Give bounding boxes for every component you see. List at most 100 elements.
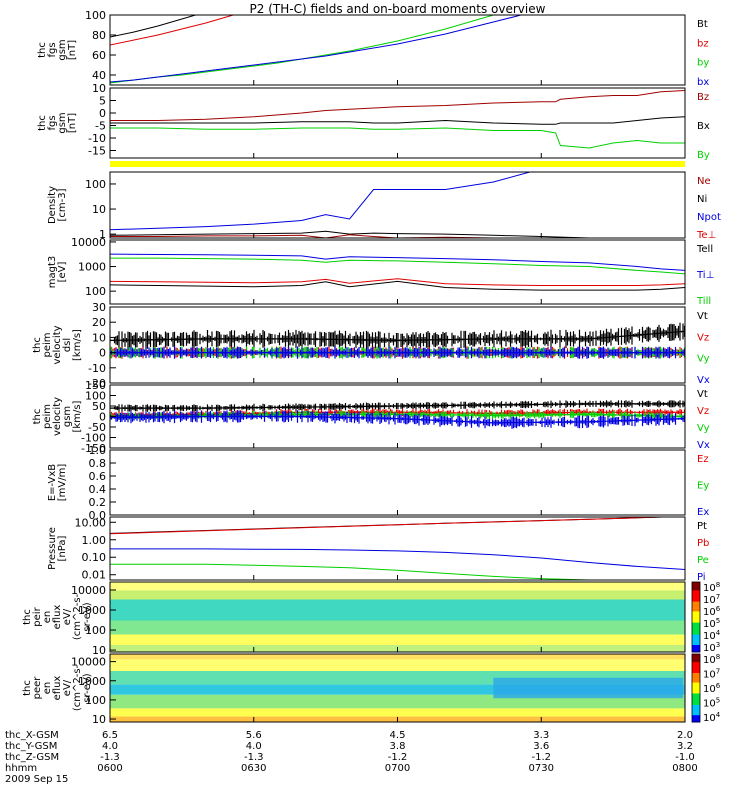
y-axis-label: fgs xyxy=(47,42,58,57)
y-axis-label: gsm xyxy=(57,39,68,60)
series-line-Npot xyxy=(110,172,532,231)
colorbar-segment xyxy=(692,622,700,635)
y-tick-label: 0.01 xyxy=(82,569,107,582)
y-axis-label: en xyxy=(42,682,53,695)
series-line-by xyxy=(110,15,495,84)
y-axis-label: [nT] xyxy=(67,113,78,133)
panel-10: 10000 1000 100 10 thc peer en eflux eV/(cm^2-s-s… xyxy=(22,653,686,726)
y-axis-label: eflux xyxy=(52,605,63,630)
y-tick-label: 100 xyxy=(85,624,106,637)
y-axis-label: E=-VxB xyxy=(47,464,58,501)
x-tick-label: 4.0 xyxy=(246,741,262,752)
series-line-bz xyxy=(110,15,235,46)
series-line-Tell xyxy=(110,280,685,291)
series-line-Ti⊥ xyxy=(110,253,685,271)
x-tick-label: 0800 xyxy=(672,763,697,774)
series-line-Bx xyxy=(110,116,685,125)
y-tick-label: 0.2 xyxy=(89,496,107,509)
y-axis-label: fgs xyxy=(47,115,58,130)
x-tick-label: 0730 xyxy=(529,763,554,774)
panel-3: 100 10 1 Density [cm-3] Ne Ni Npot Te⊥ xyxy=(47,171,721,241)
y-tick-label: 100 xyxy=(85,694,106,707)
colorbar-tick-label: 105 xyxy=(703,697,720,710)
y-axis-label: [nT] xyxy=(67,40,78,60)
colorbar-segment xyxy=(692,645,700,653)
legend-entry: Te⊥ xyxy=(696,230,716,241)
y-tick-label: 10 xyxy=(92,713,106,726)
colorbar-tick-label: 107 xyxy=(703,668,720,681)
y-tick-label: 1000 xyxy=(78,604,106,617)
legend-entry: Pi xyxy=(697,572,706,583)
colorbar-segment xyxy=(692,611,700,624)
series-line-Pi xyxy=(110,548,685,570)
y-tick-label: -15 xyxy=(88,145,106,158)
y-axis-label: eV/ xyxy=(62,679,73,696)
y-axis-label: [cm-3] xyxy=(57,188,68,221)
legend-entry: Ni xyxy=(697,194,707,205)
y-tick-label: 60 xyxy=(92,49,106,62)
y-axis-label: (cm^2-s- xyxy=(72,664,83,711)
panel-9: 10000 1000 100 10 thc peir en eflux eV/(cm^2-s-s… xyxy=(22,581,686,657)
legend-entry: Pb xyxy=(697,538,709,549)
legend-entry: Bz xyxy=(697,92,709,103)
y-axis-label: velocity xyxy=(52,325,63,364)
y-tick-label: 0.4 xyxy=(89,483,107,496)
y-axis-label: Density xyxy=(47,186,58,224)
colorbar-tick-label: 106 xyxy=(703,682,721,695)
y-axis-label: thc xyxy=(32,409,43,425)
y-axis-label: [km/s] xyxy=(72,329,83,361)
y-axis-label: Pressure xyxy=(47,527,58,570)
y-tick-label: -50 xyxy=(88,421,106,434)
y-axis-label: thc xyxy=(37,42,48,58)
y-tick-label: 10 xyxy=(92,82,106,95)
legend-entry: Ez xyxy=(697,454,709,465)
legend-entry: Vx xyxy=(697,375,710,386)
x-tick-label: 3.8 xyxy=(390,741,406,752)
legend-entry: Ex xyxy=(697,507,709,518)
x-tick-label: 0600 xyxy=(97,763,122,774)
y-tick-label: 0.0 xyxy=(89,509,107,522)
spectrogram-band xyxy=(110,582,685,591)
y-tick-label: 50 xyxy=(92,400,106,413)
colorbar-segment xyxy=(692,662,700,674)
colorbar-segment xyxy=(692,582,700,591)
y-axis-label: gsm xyxy=(62,406,73,427)
y-tick-label: 1000 xyxy=(78,675,106,688)
spectrogram-band xyxy=(110,684,685,695)
series-noise-Vt xyxy=(110,322,685,350)
y-tick-label: 0.8 xyxy=(89,457,107,470)
series-noise-Vz xyxy=(110,408,685,420)
x-tick-label: 3.6 xyxy=(533,741,549,752)
y-axis-label: thc xyxy=(22,609,33,625)
y-axis-label: [eV] xyxy=(57,262,68,283)
colorbar-tick-label: 104 xyxy=(703,711,721,724)
spectrogram-band xyxy=(110,708,685,717)
legend-entry: Bt xyxy=(697,19,708,30)
series-line-Bz xyxy=(110,90,685,121)
legend-entry: Npot xyxy=(697,212,721,223)
y-tick-label: -100 xyxy=(81,432,106,445)
colorbar-segment xyxy=(692,590,700,603)
x-tick-label: 3.3 xyxy=(533,730,549,741)
colorbar-segment xyxy=(692,693,700,706)
y-tick-label: 5 xyxy=(99,95,106,108)
panel-frame xyxy=(109,171,686,239)
y-axis-label: eflux xyxy=(52,676,63,701)
y-axis-label: sr-eV) xyxy=(82,673,93,702)
legend-entry: Ti⊥ xyxy=(696,270,714,281)
spectrogram-band xyxy=(110,654,685,660)
x-axis-row-label: hhmm xyxy=(5,763,37,774)
x-tick-label: 0700 xyxy=(385,763,410,774)
x-tick-label: 6.5 xyxy=(102,730,118,741)
y-tick-label: 100 xyxy=(85,178,106,191)
legend-entry: Pt xyxy=(697,521,707,532)
series-line-Te⊥ xyxy=(110,278,685,286)
y-axis-label: peir xyxy=(32,606,43,626)
legend-entry: bz xyxy=(697,38,709,49)
date-label: 2009 Sep 15 xyxy=(5,774,68,785)
y-axis-label: dsl xyxy=(62,338,73,352)
x-tick-label: 2.0 xyxy=(677,730,693,741)
panel-4: 10000 1000 100 magt3 [eV] Tell Ti⊥ Till xyxy=(47,236,714,307)
